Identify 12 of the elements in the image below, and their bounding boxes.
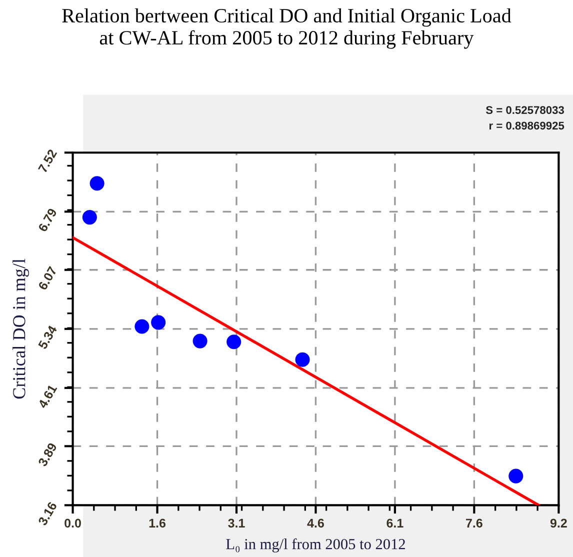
text: S = 0.52578033 bbox=[486, 106, 564, 114]
x-tick-label: 4.6 bbox=[307, 518, 324, 528]
x-tick-label: 6.1 bbox=[386, 518, 404, 528]
y-axis-title: Critical DO in mg/l bbox=[12, 258, 29, 399]
x-tick-label: 3.1 bbox=[228, 518, 245, 528]
x-tick-label: 0.0 bbox=[64, 518, 81, 528]
chart-title: Relation bertween Critical DO and Initial Organic Load at CW-AL from 2005 to 2012 during February bbox=[62, 8, 512, 49]
text: r = 0.89869925 bbox=[489, 122, 564, 130]
x-tick-label: 1.6 bbox=[149, 518, 166, 528]
x-axis-title: L₀ in mg/l from 2005 to 2012 bbox=[226, 538, 405, 552]
x-tick-label: 7.6 bbox=[466, 518, 482, 528]
x-tick-label: 9.2 bbox=[550, 518, 567, 528]
